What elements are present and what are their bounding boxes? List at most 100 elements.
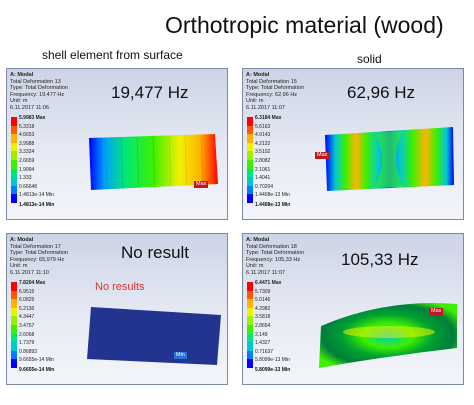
legend-value: 1.333 [19,175,32,182]
legend-value: 3.5818 [255,314,271,321]
legend-band: 3.9988 [11,141,46,152]
legend-band: 2.8654 [247,322,282,334]
legend-band: 6.4471 Max [247,280,282,291]
legend-swatch [11,159,17,169]
label-solid: solid [357,52,382,66]
legend-swatch [247,177,253,186]
no-results-note: No results [95,281,145,293]
max-marker: Max [429,308,444,315]
legend-value: 6.9515 [19,288,35,295]
legend-swatch [247,290,253,300]
legend-band: 0.71637 [247,349,282,360]
legend-band: 3.4757 [11,322,46,334]
legend-band: 4.9143 [247,132,282,143]
legend-swatch [11,142,17,152]
legend-swatch [247,117,253,126]
legend-swatch [247,159,253,169]
legend-min-value: 9.6655e-14 Min [19,366,55,373]
legend-value: 2.6068 [19,331,35,338]
legend-value: 4.6653 [19,132,35,139]
legend-swatch [247,307,253,317]
legend-band: 2.1061 [247,167,282,178]
max-marker: Max [194,181,209,188]
legend-band: 6.3184 Max [247,115,282,126]
frequency-label: 19,477 Hz [111,83,189,102]
legend-swatch [247,185,253,195]
legend-value: 5.8099e-13 Min [255,357,290,364]
color-legend: 6.3184 Max 5.6163 4.9143 4.2122 3.5102 2.8082… [247,115,290,209]
modal-panel-3: A: Modal Total Deformation 17 Type: Tota… [6,233,228,385]
legend-value: 3.5102 [255,149,271,156]
legend-band: 3.5102 [247,149,282,160]
result-info: A: Modal Total Deformation 17 Type: Tota… [10,237,68,276]
legend-value: 1.4813e-14 Min [19,192,54,199]
legend-min-value: 1.4813e-14 Min [19,201,55,208]
legend-band: 0.86893 [11,349,46,360]
legend-band: 1.4408e-13 Min [247,192,290,203]
legend-swatch [247,151,253,160]
legend-value: 5.2136 [19,305,35,312]
deformed-shell-plot [89,134,218,190]
legend-value: 4.9143 [255,132,271,139]
legend-value: 5.0146 [255,297,271,304]
legend-swatch [11,194,17,203]
result-info: A: Modal Total Deformation 15 Type: Tota… [246,72,304,111]
legend-swatch [11,342,17,351]
legend-band: 1.4327 [247,340,282,351]
legend-value: 0.70204 [255,183,274,190]
legend-value: 2.149 [255,331,268,338]
color-legend: 6.4471 Max 5.7309 5.0146 4.2982 3.5818 2.8654… [247,280,290,374]
legend-swatch [247,316,253,325]
frequency-label: 62,96 Hz [347,83,416,102]
frequency-label: 105,33 Hz [341,250,419,269]
page-title: Orthotropic material (wood) [165,12,444,38]
legend-band: 5.9983 Max [11,115,46,126]
legend-min-value: 1.4408e-13 Min [255,201,291,208]
legend-swatch [247,168,253,178]
modal-panel-2: A: Modal Total Deformation 15 Type: Tota… [242,68,464,220]
legend-swatch [11,307,17,317]
legend-value: 1.4408e-13 Min [255,192,290,199]
legend-band: 5.8099e-13 Min [247,357,290,368]
legend-band: 4.6653 [11,132,46,143]
modal-panel-1: A: Modal Total Deformation 13 Type: Tota… [6,68,228,220]
legend-value: 2.8654 [255,322,271,329]
legend-band: 5.0146 [247,297,282,308]
legend-swatch [247,282,253,291]
frequency-label: No result [121,243,190,262]
legend-swatch [247,299,253,308]
legend-swatch [247,359,253,368]
color-legend: 5.9983 Max 5.3318 4.6653 3.9988 3.3324 2.6659… [11,115,54,209]
legend-swatch [11,350,17,360]
max-marker: Max [315,152,330,159]
legend-band: 1.9994 [11,166,46,178]
legend-value: 5.7309 [255,288,271,295]
legend-swatch [247,333,253,343]
legend-swatch [11,290,17,300]
legend-value: 0.66648 [19,183,38,190]
legend-value: 6.3184 Max [255,115,282,121]
legend-swatch [11,125,17,135]
legend-value: 1.9994 [19,166,35,173]
deformed-solid-plot [325,127,454,191]
legend-band: 5.7309 [247,288,282,300]
legend-band: 5.3318 [11,124,46,135]
legend-band: 6.9515 [11,288,46,300]
legend-band: 4.2122 [247,141,282,152]
legend-value: 7.8204 Max [19,280,46,286]
legend-band: 2.149 [247,331,282,343]
result-info: A: Modal Total Deformation 18 Type: Tota… [246,237,304,276]
legend-band: 1.4813e-14 Min [11,192,54,203]
legend-value: 3.4757 [19,322,35,329]
legend-band: 0.66648 [11,183,46,195]
legend-band: 3.3324 [11,149,46,160]
legend-band: 1.7379 [11,340,46,351]
legend-value: 4.2982 [255,305,271,312]
legend-band: 7.8204 Max [11,280,46,291]
deformed-shell-plot [87,307,221,365]
label-shell: shell element from surface [42,48,183,62]
legend-value: 6.0825 [19,297,35,304]
legend-swatch [11,185,17,195]
legend-value: 1.4327 [255,340,271,347]
legend-value: 5.9983 Max [19,115,46,121]
